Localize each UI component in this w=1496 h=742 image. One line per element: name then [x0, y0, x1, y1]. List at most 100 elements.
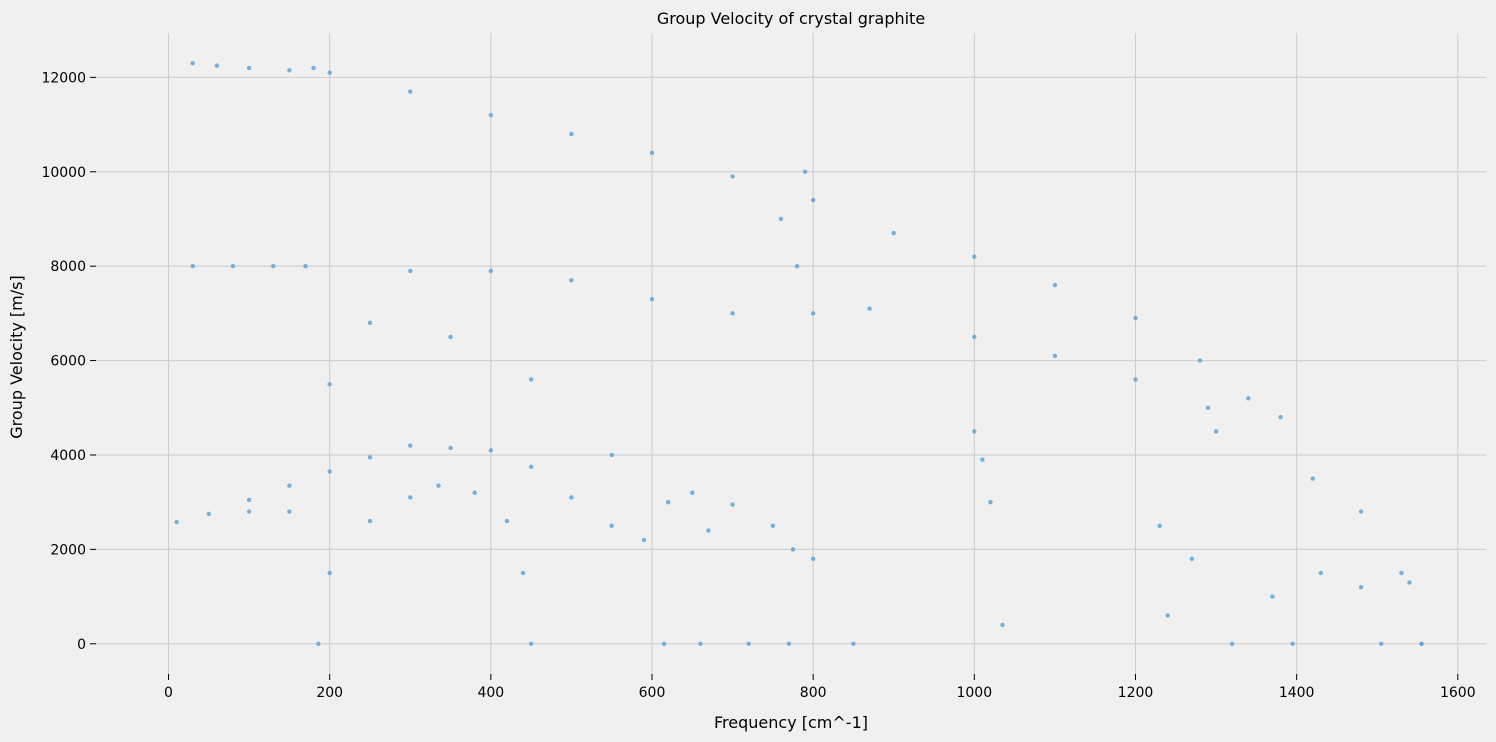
data-point [569, 278, 574, 283]
data-point [327, 381, 332, 387]
y-tick-label: 8000 [50, 259, 86, 275]
data-point [408, 268, 413, 274]
data-point [1419, 641, 1424, 646]
data-point [316, 641, 321, 646]
data-point [367, 320, 373, 326]
data-point [230, 263, 236, 269]
data-point [649, 297, 655, 302]
data-point [810, 197, 816, 203]
data-point [730, 174, 735, 179]
grid [96, 33, 1486, 674]
data-point [1165, 613, 1170, 618]
data-point [528, 641, 534, 646]
data-point [867, 306, 872, 311]
data-point [569, 495, 574, 500]
x-tick-label: 1400 [1279, 685, 1315, 701]
chart-title: Group Velocity of crystal graphite [657, 9, 925, 28]
data-point [1157, 523, 1162, 528]
data-point [609, 452, 614, 458]
data-point [1379, 641, 1384, 646]
data-point [972, 334, 977, 340]
data-point [271, 263, 276, 269]
data-point [730, 502, 735, 507]
x-tick-label: 400 [477, 685, 504, 701]
data-point [810, 556, 816, 562]
data-point [851, 641, 856, 646]
data-point [287, 509, 292, 514]
data-point [665, 499, 671, 505]
data-point [988, 499, 993, 505]
data-point [609, 523, 614, 528]
data-point [488, 268, 494, 274]
data-point [1358, 584, 1364, 590]
data-point [206, 511, 212, 517]
data-point [1213, 429, 1219, 434]
data-point [1205, 405, 1211, 410]
data-point [408, 443, 413, 448]
data-point [1133, 315, 1138, 321]
y-axis-label: Group Velocity [m/s] [7, 275, 26, 438]
data-point [246, 497, 252, 503]
data-point [980, 457, 985, 462]
data-point [246, 509, 252, 514]
data-point [1197, 358, 1203, 363]
data-point [770, 523, 776, 528]
y-axis-ticks: 0 2000 4000 6000 8000 10000 12000 [41, 70, 96, 653]
data-point [794, 263, 800, 269]
data-point [1189, 556, 1195, 562]
data-point [786, 641, 792, 646]
y-tick-label: 6000 [50, 354, 86, 370]
data-point [528, 464, 534, 469]
data-point [649, 150, 655, 156]
data-point [1000, 622, 1005, 628]
x-tick-label: 0 [164, 685, 173, 701]
data-point [174, 519, 179, 525]
data-point [1278, 415, 1283, 420]
data-point [287, 68, 292, 73]
data-point [1290, 641, 1295, 646]
data-point [311, 65, 316, 71]
scatter-marks [174, 61, 1424, 646]
data-point [1407, 580, 1412, 585]
data-point [408, 495, 413, 500]
data-point [1052, 282, 1058, 288]
x-axis-label: Frequency [cm^-1] [714, 713, 868, 732]
data-point [891, 230, 896, 236]
data-point [448, 334, 453, 340]
data-point [214, 63, 220, 68]
data-point [746, 641, 751, 646]
data-point [327, 570, 332, 576]
data-point [802, 169, 808, 174]
data-point [504, 518, 510, 524]
y-tick-label: 4000 [50, 448, 86, 464]
data-point [190, 61, 195, 66]
data-point [436, 483, 441, 488]
data-point [1270, 594, 1275, 599]
data-point [287, 483, 292, 488]
data-point [1318, 570, 1324, 576]
data-point [327, 70, 332, 75]
data-point [706, 528, 711, 533]
data-point [488, 448, 494, 453]
data-point [972, 254, 977, 259]
y-tick-label: 2000 [50, 542, 86, 558]
data-point [448, 445, 453, 451]
x-tick-label: 1200 [1118, 685, 1154, 701]
data-point [246, 65, 252, 71]
data-point [569, 131, 574, 137]
data-point [528, 377, 534, 382]
data-point [810, 311, 816, 316]
x-tick-label: 600 [639, 685, 666, 701]
x-axis-ticks: 0 200 400 600 800 1000 1200 1400 1600 [164, 674, 1476, 701]
y-tick-label: 10000 [41, 165, 86, 181]
data-point [690, 490, 695, 495]
data-point [367, 518, 373, 524]
data-point [327, 469, 332, 474]
data-point [488, 112, 494, 118]
data-point [367, 455, 373, 460]
x-tick-label: 1600 [1440, 685, 1476, 701]
data-point [1358, 509, 1364, 514]
data-point [698, 641, 703, 646]
